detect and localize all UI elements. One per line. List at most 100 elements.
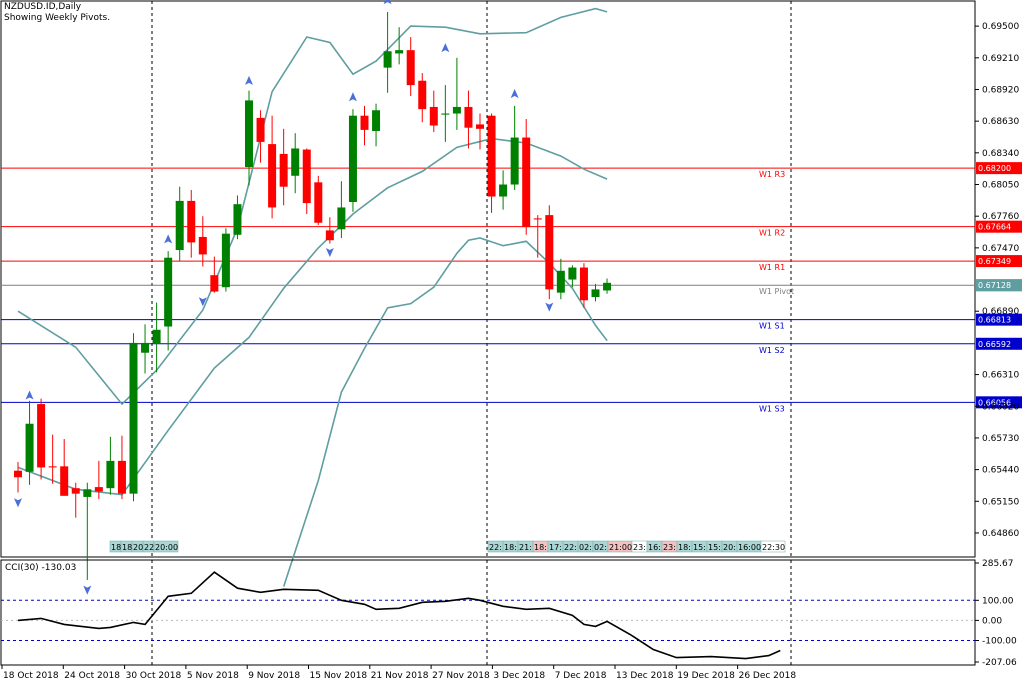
pivot-levels: W1 R3 0.68200 W1 R2 0.67664 W1 R1 0.67349 W1 P… bbox=[1, 162, 1022, 413]
candle bbox=[37, 398, 46, 480]
price-tick-label: 0.64860 bbox=[982, 529, 1019, 539]
fractal-up-arrow bbox=[348, 92, 357, 102]
candle bbox=[60, 439, 69, 496]
candle-body bbox=[522, 137, 531, 228]
pivot-price-label: 0.67349 bbox=[978, 257, 1011, 266]
price-tick-label: 0.65440 bbox=[982, 466, 1019, 476]
candle-body bbox=[510, 137, 519, 185]
date-label: 7 Dec 2018 bbox=[555, 671, 607, 681]
bollinger-middle-line bbox=[17, 137, 608, 496]
session-tag-label: 22: bbox=[144, 543, 157, 552]
pivot-price-label: 0.66813 bbox=[978, 316, 1011, 325]
candle bbox=[337, 181, 346, 239]
candle bbox=[406, 37, 415, 97]
candle bbox=[603, 278, 612, 294]
session-tag-label: 22: bbox=[489, 543, 502, 552]
candle bbox=[198, 216, 207, 267]
candle-body bbox=[360, 115, 369, 130]
date-label: 5 Nov 2018 bbox=[187, 671, 239, 681]
candle-body bbox=[117, 460, 126, 494]
candle-body bbox=[141, 342, 150, 353]
candle-body bbox=[348, 115, 357, 202]
session-tag-label: 18: bbox=[534, 543, 547, 552]
session-tag-label: 02: bbox=[579, 543, 592, 552]
fractal-markers bbox=[14, 0, 554, 595]
session-tag-label: 21: bbox=[519, 543, 532, 552]
candle-body bbox=[337, 207, 346, 230]
candle-body bbox=[464, 106, 473, 128]
fractal-up-arrow bbox=[441, 43, 450, 53]
bollinger-bands bbox=[17, 7, 608, 587]
price-tick-label: 0.68050 bbox=[982, 181, 1019, 191]
candle-body bbox=[175, 200, 184, 251]
candle bbox=[348, 109, 357, 212]
session-tag-label: 21:00 bbox=[609, 543, 632, 552]
price-axis: 0.69500 0.69210 0.68920 0.68630 0.68340 0.680… bbox=[975, 22, 1022, 539]
session-tag-label: 17: bbox=[549, 543, 562, 552]
current-price-label: 0.67128 bbox=[978, 281, 1011, 290]
pivot-subtitle: Showing Weekly Pivots. bbox=[4, 13, 111, 23]
candle-body bbox=[302, 149, 311, 204]
price-tick-label: 0.68340 bbox=[982, 149, 1019, 159]
fractal-up-arrow bbox=[164, 234, 173, 244]
price-tick-label: 0.69500 bbox=[982, 22, 1019, 32]
session-tag-label: 18: bbox=[504, 543, 517, 552]
candle-body bbox=[279, 153, 288, 187]
price-tick-label: 0.65150 bbox=[982, 497, 1019, 507]
date-label: 27 Nov 2018 bbox=[432, 671, 490, 681]
candle bbox=[106, 436, 115, 495]
candle bbox=[245, 90, 253, 186]
cci-tick-label: -100.00 bbox=[982, 636, 1017, 646]
candle-body bbox=[268, 144, 277, 208]
candle bbox=[117, 435, 126, 500]
candle-body bbox=[406, 50, 415, 86]
fractal-down-arrow bbox=[83, 585, 92, 595]
vertical-separators bbox=[151, 1, 792, 665]
candle-body bbox=[14, 470, 22, 478]
candle-body bbox=[221, 233, 230, 288]
candle bbox=[83, 482, 92, 580]
candle-body bbox=[291, 148, 300, 176]
candle-body bbox=[60, 466, 69, 496]
candle bbox=[268, 115, 277, 219]
pivot-price-box bbox=[976, 396, 1022, 409]
fractal-up-arrow bbox=[245, 75, 253, 85]
candle-body bbox=[198, 236, 207, 255]
candle bbox=[175, 186, 184, 261]
candle bbox=[233, 195, 242, 240]
pivot-price-box bbox=[976, 337, 1022, 350]
candle bbox=[429, 90, 438, 133]
candle bbox=[499, 170, 508, 210]
session-tag-label: 20:00 bbox=[155, 543, 178, 552]
candle bbox=[476, 113, 484, 150]
cci-tick-label: 0.00 bbox=[982, 616, 1002, 626]
candle-body bbox=[603, 282, 612, 291]
date-axis: 18 Oct 2018 24 Oct 2018 30 Oct 2018 5 Nov 2… bbox=[1, 665, 796, 681]
candle bbox=[152, 302, 161, 373]
bollinger-upper-line bbox=[17, 7, 608, 406]
price-tick-label: 0.66310 bbox=[982, 371, 1019, 381]
candle-body bbox=[129, 342, 138, 494]
candle bbox=[210, 256, 219, 293]
candle-body bbox=[314, 182, 323, 223]
pivot-name: W1 R3 bbox=[759, 170, 785, 179]
candle-body bbox=[568, 267, 577, 280]
cci-line bbox=[17, 571, 781, 660]
fractal-down-arrow bbox=[545, 302, 554, 312]
candle bbox=[452, 57, 461, 130]
price-tick-label: 0.66890 bbox=[982, 307, 1019, 317]
pivot-price-box bbox=[976, 220, 1022, 233]
candle bbox=[591, 283, 600, 302]
main-pane-border bbox=[0, 0, 976, 558]
fractal-down-arrow bbox=[325, 248, 334, 258]
candle bbox=[187, 189, 196, 258]
candle bbox=[256, 110, 265, 163]
pivot-price-label: 0.66592 bbox=[978, 340, 1011, 349]
candle bbox=[221, 228, 230, 292]
candle bbox=[545, 205, 554, 300]
candle-body bbox=[325, 230, 334, 241]
pivot-name: W1 R1 bbox=[759, 263, 785, 272]
pivot-name: W1 R2 bbox=[759, 229, 785, 238]
pivot-price-label: 0.68200 bbox=[978, 164, 1011, 173]
